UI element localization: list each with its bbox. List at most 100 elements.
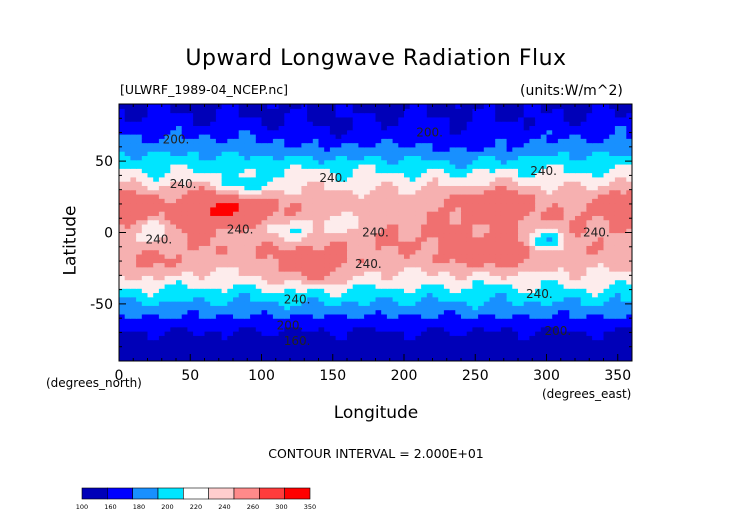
heatmap-cell: [478, 155, 485, 161]
heatmap-cell: [341, 249, 348, 255]
heatmap-cell: [198, 189, 206, 195]
heatmap-cell: [626, 155, 632, 161]
heatmap-cell: [318, 198, 325, 204]
heatmap-cell: [176, 223, 183, 229]
heatmap-cell: [204, 348, 211, 354]
heatmap-cell: [483, 271, 491, 276]
heatmap-cell: [130, 146, 137, 152]
heatmap-cell: [529, 133, 536, 139]
heatmap-cell: [290, 121, 297, 127]
heatmap-cell: [580, 232, 587, 238]
heatmap-cell: [238, 159, 245, 165]
heatmap-cell: [443, 249, 451, 255]
heatmap-cell: [119, 138, 126, 144]
heatmap-cell: [158, 275, 166, 281]
heatmap-cell: [449, 322, 456, 328]
heatmap-cell: [375, 296, 382, 302]
heatmap-cell: [506, 296, 513, 302]
heatmap-cell: [119, 193, 126, 199]
heatmap-cell: [341, 279, 348, 285]
heatmap-cell: [495, 232, 502, 238]
heatmap-cell: [210, 245, 217, 251]
heatmap-cell: [272, 176, 280, 182]
heatmap-cell: [341, 245, 348, 251]
heatmap-cell: [312, 283, 320, 289]
heatmap-cell: [626, 138, 632, 144]
heatmap-cell: [569, 301, 576, 306]
heatmap-cell: [563, 168, 570, 174]
heatmap-cell: [466, 159, 473, 165]
heatmap-cell: [307, 163, 314, 169]
heatmap-cell: [426, 326, 434, 332]
heatmap-cell: [170, 288, 177, 294]
heatmap-cell: [193, 326, 200, 332]
heatmap-cell: [518, 279, 525, 285]
heatmap-cell: [569, 193, 576, 199]
heatmap-cell: [381, 326, 388, 332]
heatmap-cell: [318, 151, 325, 156]
heatmap-cell: [233, 253, 240, 259]
heatmap-cell: [592, 271, 599, 276]
heatmap-cell: [301, 193, 308, 199]
heatmap-cell: [255, 202, 263, 208]
heatmap-cell: [580, 172, 587, 178]
heatmap-cell: [381, 301, 388, 306]
heatmap-cell: [597, 146, 605, 152]
heatmap-cell: [210, 125, 217, 131]
heatmap-cell: [369, 331, 377, 336]
heatmap-cell: [506, 159, 513, 165]
heatmap-cell: [324, 215, 331, 221]
heatmap-cell: [483, 309, 491, 315]
heatmap-cell: [204, 168, 211, 174]
heatmap-cell: [466, 339, 473, 345]
heatmap-cell: [153, 331, 160, 336]
heatmap-cell: [369, 202, 377, 208]
heatmap-cell: [284, 206, 291, 212]
heatmap-cell: [489, 168, 496, 174]
heatmap-cell: [176, 352, 183, 358]
heatmap-cell: [164, 258, 171, 264]
heatmap-cell: [472, 326, 479, 332]
heatmap-cell: [301, 266, 308, 272]
heatmap-cell: [255, 249, 263, 255]
heatmap-cell: [546, 301, 553, 306]
heatmap-cell: [518, 356, 525, 361]
heatmap-cell: [535, 262, 542, 268]
heatmap-cell: [295, 352, 302, 358]
heatmap-cell: [443, 198, 451, 204]
heatmap-cell: [398, 245, 405, 251]
heatmap-cell: [580, 228, 587, 234]
heatmap-cell: [204, 253, 211, 259]
heatmap-cell: [250, 206, 257, 212]
heatmap-cell: [535, 215, 542, 221]
heatmap-cell: [455, 292, 462, 298]
heatmap-cell: [415, 266, 422, 272]
heatmap-cell: [455, 245, 462, 251]
heatmap-cell: [592, 241, 599, 246]
heatmap-cell: [364, 352, 371, 358]
heatmap-cell: [455, 232, 462, 238]
heatmap-cell: [426, 198, 434, 204]
heatmap-cell: [352, 266, 359, 272]
heatmap-cell: [392, 322, 399, 328]
heatmap-cell: [512, 142, 519, 148]
heatmap-cell: [449, 168, 456, 174]
heatmap-cell: [546, 348, 553, 354]
heatmap-cell: [398, 296, 405, 302]
heatmap-cell: [255, 241, 263, 246]
heatmap-cell: [233, 151, 240, 156]
heatmap-cell: [597, 331, 605, 336]
heatmap-cell: [347, 331, 354, 336]
heatmap-cell: [181, 125, 188, 131]
heatmap-cell: [227, 189, 234, 195]
heatmap-cell: [164, 262, 171, 268]
heatmap-cell: [130, 339, 137, 345]
heatmap-cell: [170, 266, 177, 272]
heatmap-cell: [523, 313, 530, 319]
heatmap-cell: [449, 172, 456, 178]
heatmap-cell: [455, 181, 462, 186]
heatmap-cell: [324, 253, 331, 259]
heatmap-cell: [472, 288, 479, 294]
heatmap-cell: [404, 335, 411, 341]
heatmap-cell: [204, 292, 211, 298]
